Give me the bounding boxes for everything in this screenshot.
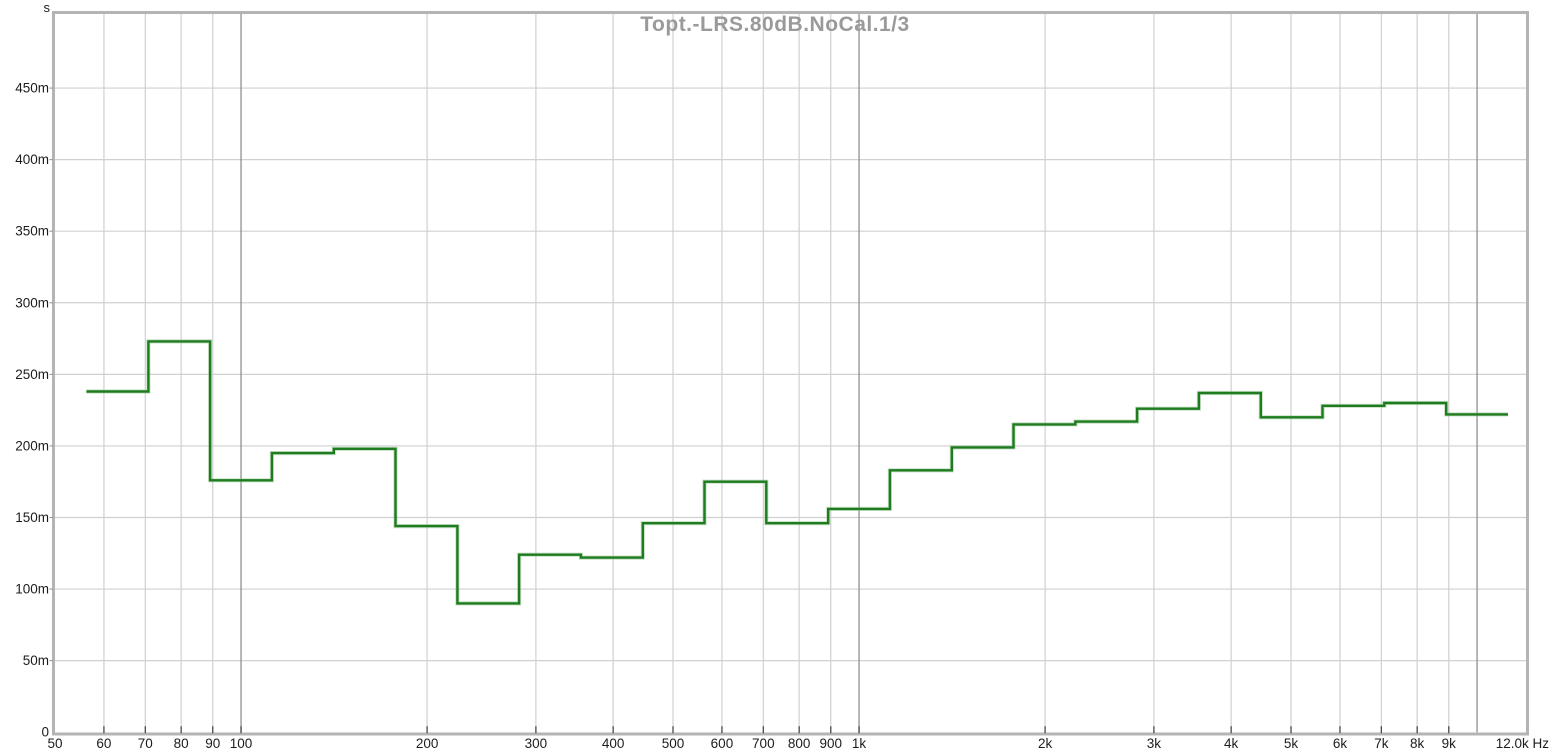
x-tick-label: 400 [602,736,625,751]
x-tick-label: 2k [1038,736,1053,751]
x-tick-label: 700 [752,736,775,751]
y-tick-label: 150m [15,510,49,525]
y-axis-unit-label: s [43,0,51,15]
x-tick-label: 60 [96,736,111,751]
series-curve [86,340,1508,605]
x-tick-label: 3k [1147,736,1162,751]
y-tick-label: 350m [15,224,49,239]
y-tick-label: 200m [15,438,49,453]
x-tick-label: 200 [416,736,439,751]
x-tick-label: 80 [174,736,189,751]
y-tick-label: 100m [15,582,49,597]
x-tick-label: 12.0k Hz [1496,736,1550,751]
x-tick-label: 600 [711,736,734,751]
x-tick-label: 1k [852,736,867,751]
y-tick-label: 250m [15,367,49,382]
y-tick-label: 300m [15,295,49,310]
x-tick-label: 900 [820,736,843,751]
x-tick-label: 500 [662,736,685,751]
x-tick-label: 4k [1224,736,1239,751]
y-tick-label: 50m [23,653,49,668]
x-tick-label: 5k [1284,736,1299,751]
x-tick-label: 90 [205,736,220,751]
x-tick-label: 100 [230,736,253,751]
x-tick-label: 7k [1374,736,1389,751]
x-tick-label: 6k [1333,736,1348,751]
x-tick-label: 800 [788,736,811,751]
x-tick-label: 9k [1442,736,1457,751]
y-tick-label: 0 [41,725,49,740]
y-tick-label: 450m [15,81,49,96]
x-tick-label: 50 [47,736,62,751]
x-tick-label: 300 [525,736,548,751]
series-curve-halo [86,339,1508,606]
x-tick-label: 8k [1410,736,1425,751]
y-tick-label: 400m [15,152,49,167]
plot-frame [52,11,1529,736]
x-tick-label: 70 [138,736,153,751]
